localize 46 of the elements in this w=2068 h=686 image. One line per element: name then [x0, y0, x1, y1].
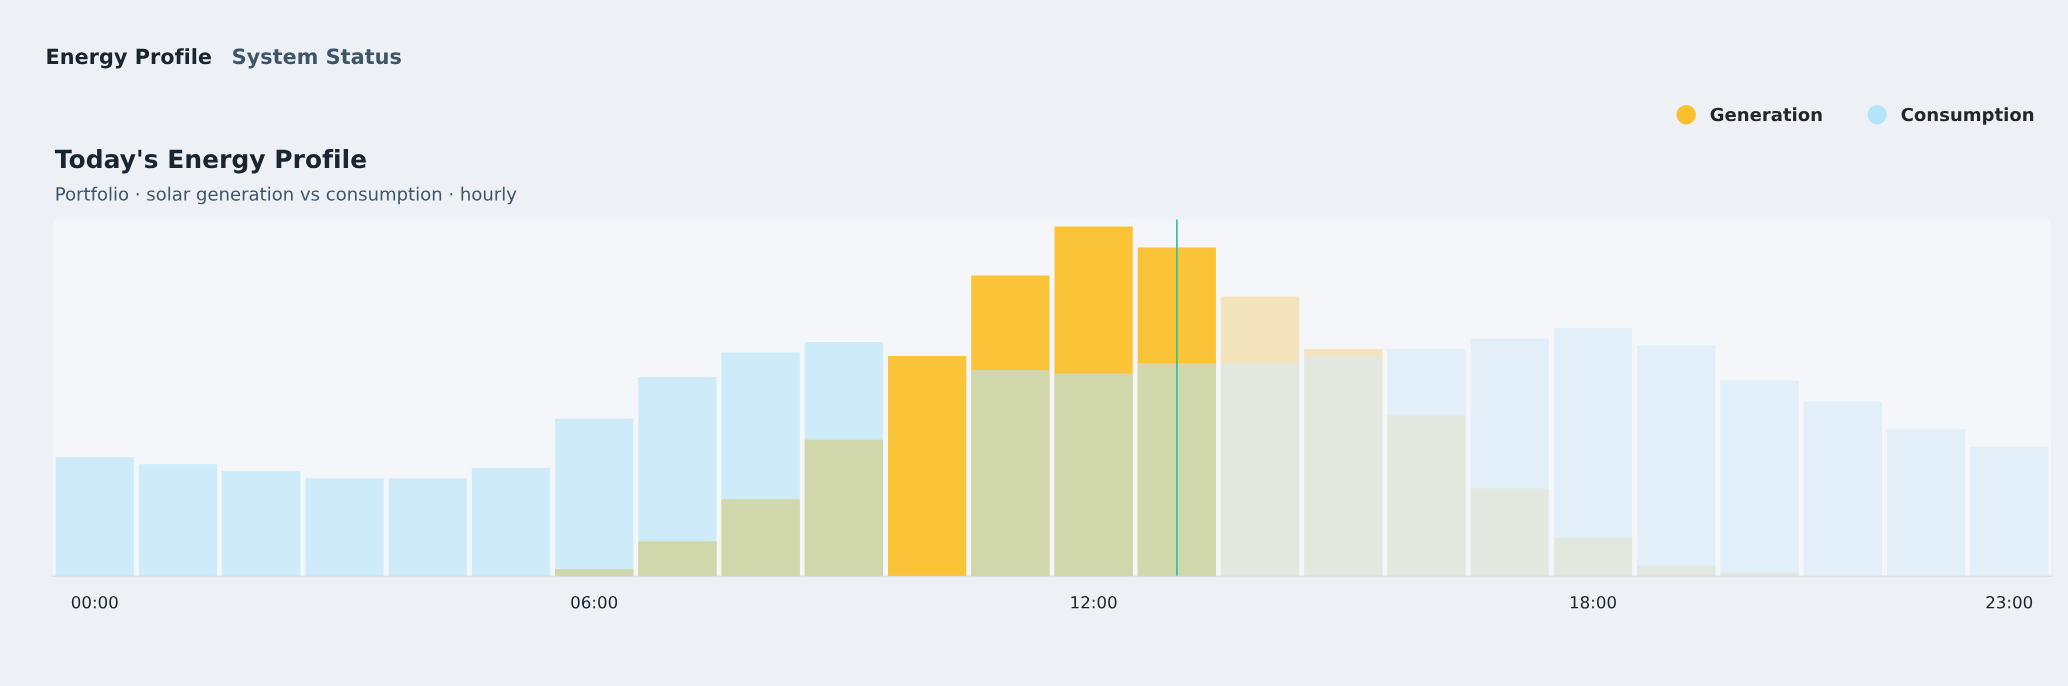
x-tick-label: 00:00: [71, 595, 118, 609]
bar: [638, 541, 717, 577]
bar: [555, 418, 634, 577]
bar: [138, 464, 218, 577]
bar: [55, 457, 134, 577]
bar: [1137, 247, 1216, 577]
bar: [971, 275, 1050, 577]
bar: [1720, 380, 1799, 577]
x-tick-label: 12:00: [1071, 595, 1117, 609]
bar: [804, 341, 884, 577]
bar: [1387, 415, 1466, 577]
bar: [804, 439, 884, 577]
bar: [388, 478, 467, 577]
bar: [1470, 488, 1549, 577]
bar: [1886, 429, 1966, 577]
bar: [888, 355, 967, 577]
bar: [1637, 565, 1716, 577]
chart-subtitle: Portfolio · solar generation vs consumption · hourly: [56, 186, 517, 205]
bar: [721, 352, 800, 577]
bar: [1054, 226, 1133, 577]
bar: [1387, 348, 1466, 577]
chart-title: Today's Energy Profile: [54, 149, 366, 174]
bar: [1553, 537, 1633, 577]
text: Energy Profile: [47, 48, 212, 69]
bar: [1970, 446, 2049, 577]
bar: [1553, 327, 1633, 577]
x-tick-label: 18:00: [1570, 595, 1616, 609]
bar: [222, 471, 301, 577]
bar: [555, 569, 634, 577]
bar: [1470, 338, 1549, 577]
bar: [1137, 362, 1216, 577]
bar: [1054, 373, 1133, 577]
bar: [1637, 345, 1716, 577]
bar: [471, 467, 551, 577]
text: System Status: [233, 48, 401, 69]
x-tick-label: 23:00: [1986, 595, 2033, 609]
bar: [638, 376, 717, 577]
bar: [305, 478, 384, 577]
legend-label: Consumption: [1901, 107, 2034, 125]
bar: [1220, 362, 1300, 577]
bar: [971, 369, 1050, 577]
bar: [721, 499, 800, 577]
x-tick-label: 06:00: [571, 595, 618, 609]
legend-label: Generation: [1710, 107, 1822, 122]
bar: [1803, 401, 1882, 577]
bar: [1220, 296, 1300, 577]
